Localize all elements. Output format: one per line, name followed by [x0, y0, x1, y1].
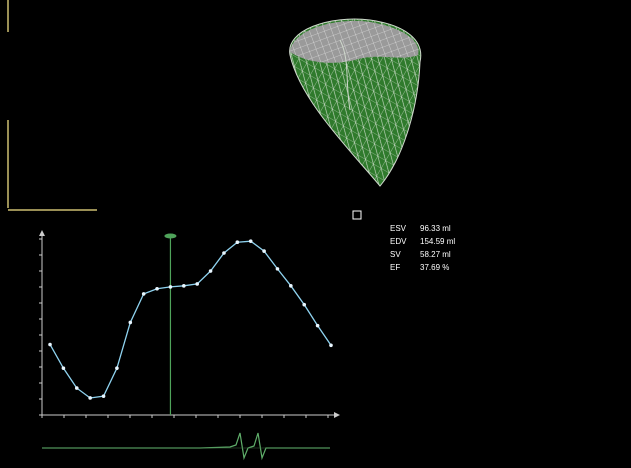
volume-point — [48, 342, 52, 347]
heart-model — [289, 18, 422, 187]
volume-point — [248, 239, 253, 243]
volume-point — [208, 269, 213, 273]
metric-label: EF — [390, 263, 400, 272]
volume-point — [155, 286, 159, 291]
volume-point — [61, 366, 66, 370]
metric-label: SV — [390, 250, 401, 259]
volume-point — [88, 396, 92, 400]
metric-value: 154.59 ml — [420, 237, 455, 246]
checkbox[interactable] — [352, 210, 362, 220]
volume-point — [289, 284, 293, 288]
volume-point — [128, 320, 133, 325]
volume-point — [302, 302, 307, 307]
metric-value: 96.33 ml — [420, 224, 451, 233]
volume-point — [101, 394, 106, 398]
volume-line — [49, 240, 332, 399]
volume-point — [74, 386, 79, 390]
volume-point — [329, 343, 333, 348]
metric-label: EDV — [390, 237, 407, 246]
ecg-trace — [42, 432, 330, 461]
volume-chart — [39, 230, 340, 461]
volume-point — [195, 282, 199, 286]
metrics: ESV 96.33 ml EDV 154.59 ml SV 58.27 ml EF 37.69… — [390, 224, 455, 272]
volume-point — [315, 323, 320, 328]
metric-value: 37.69 % — [420, 263, 449, 272]
volume-point — [168, 285, 173, 289]
volume-point — [115, 366, 119, 370]
volume-point — [222, 251, 226, 255]
volume-point — [275, 267, 280, 271]
volume-point — [141, 292, 146, 296]
volume-point — [235, 240, 240, 245]
volume-point — [182, 284, 186, 288]
frame-marker-handle — [164, 233, 177, 239]
axis-arrows — [39, 230, 340, 418]
volume-point — [262, 249, 266, 253]
metric-label: ESV — [390, 224, 407, 233]
metric-value: 58.27 ml — [420, 250, 451, 259]
